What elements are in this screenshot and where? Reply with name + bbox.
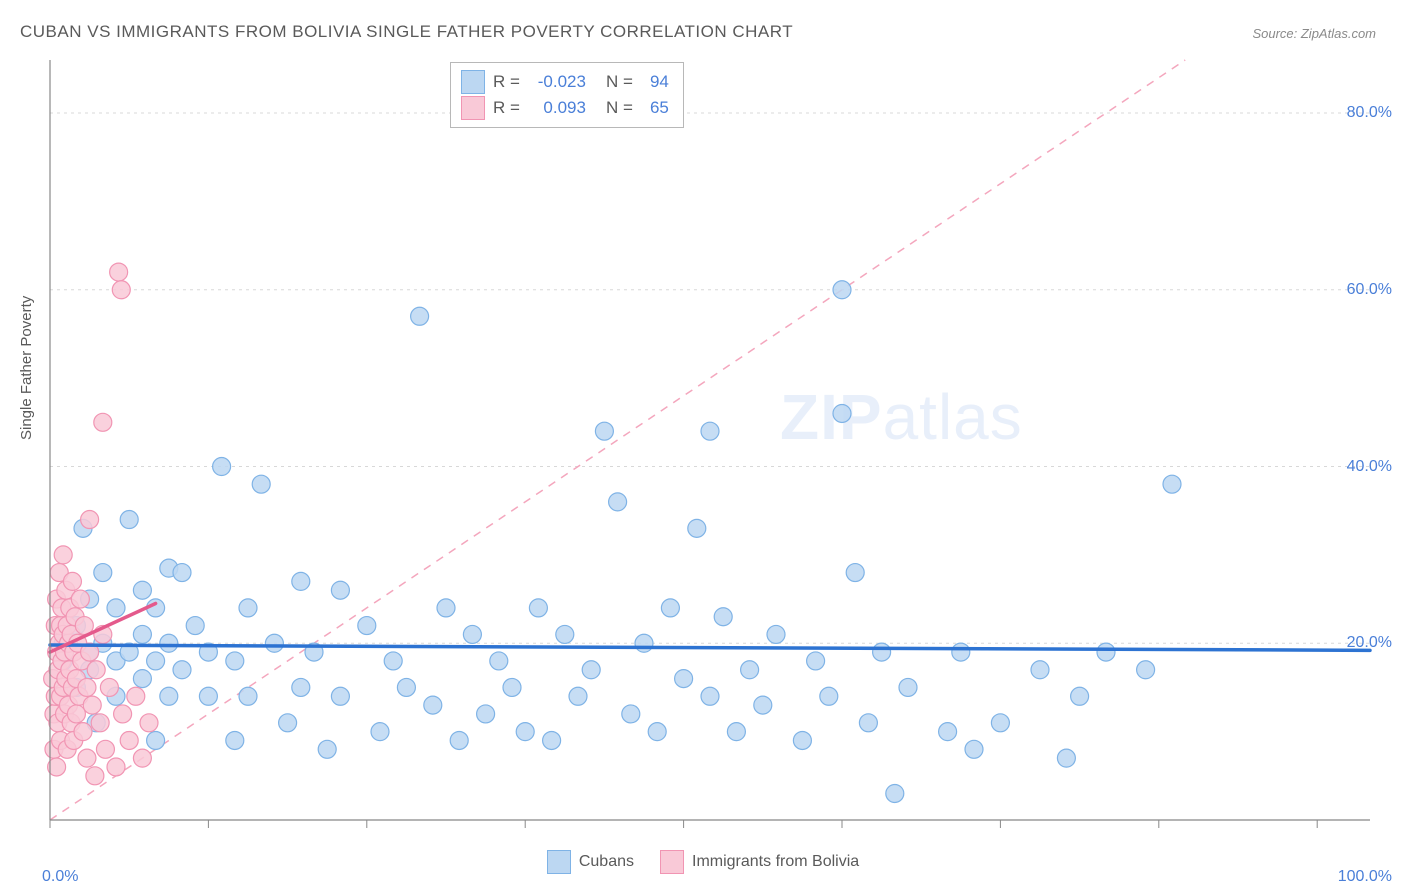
legend-label: Cubans [579, 853, 634, 871]
stats-legend-box: R = -0.023 N = 94 R = 0.093 N = 65 [450, 62, 684, 128]
n-label: N = [606, 95, 633, 121]
chart-title: CUBAN VS IMMIGRANTS FROM BOLIVIA SINGLE … [20, 22, 793, 42]
legend-swatch [660, 850, 684, 874]
legend-swatch [461, 70, 485, 94]
scatter-svg [50, 60, 1370, 820]
x-axis-max-label: 100.0% [1338, 868, 1392, 886]
r-value: -0.023 [528, 69, 586, 95]
y-tick-label: 40.0% [1347, 458, 1392, 476]
legend-item: Cubans [547, 850, 634, 874]
bottom-legend: Cubans Immigrants from Bolivia [0, 850, 1406, 874]
n-value: 65 [641, 95, 669, 121]
r-label: R = [493, 69, 520, 95]
y-tick-label: 80.0% [1347, 104, 1392, 122]
source-attribution: Source: ZipAtlas.com [1252, 26, 1376, 41]
legend-swatch [461, 96, 485, 120]
stats-row: R = 0.093 N = 65 [461, 95, 669, 121]
y-tick-label: 60.0% [1347, 281, 1392, 299]
x-axis-min-label: 0.0% [42, 868, 78, 886]
y-axis-label: Single Father Poverty [18, 296, 35, 440]
n-value: 94 [641, 69, 669, 95]
n-label: N = [606, 69, 633, 95]
legend-swatch [547, 850, 571, 874]
y-tick-label: 20.0% [1347, 634, 1392, 652]
stats-row: R = -0.023 N = 94 [461, 69, 669, 95]
legend-item: Immigrants from Bolivia [660, 850, 859, 874]
legend-label: Immigrants from Bolivia [692, 853, 859, 871]
r-value: 0.093 [528, 95, 586, 121]
r-label: R = [493, 95, 520, 121]
plot-area [50, 60, 1370, 820]
